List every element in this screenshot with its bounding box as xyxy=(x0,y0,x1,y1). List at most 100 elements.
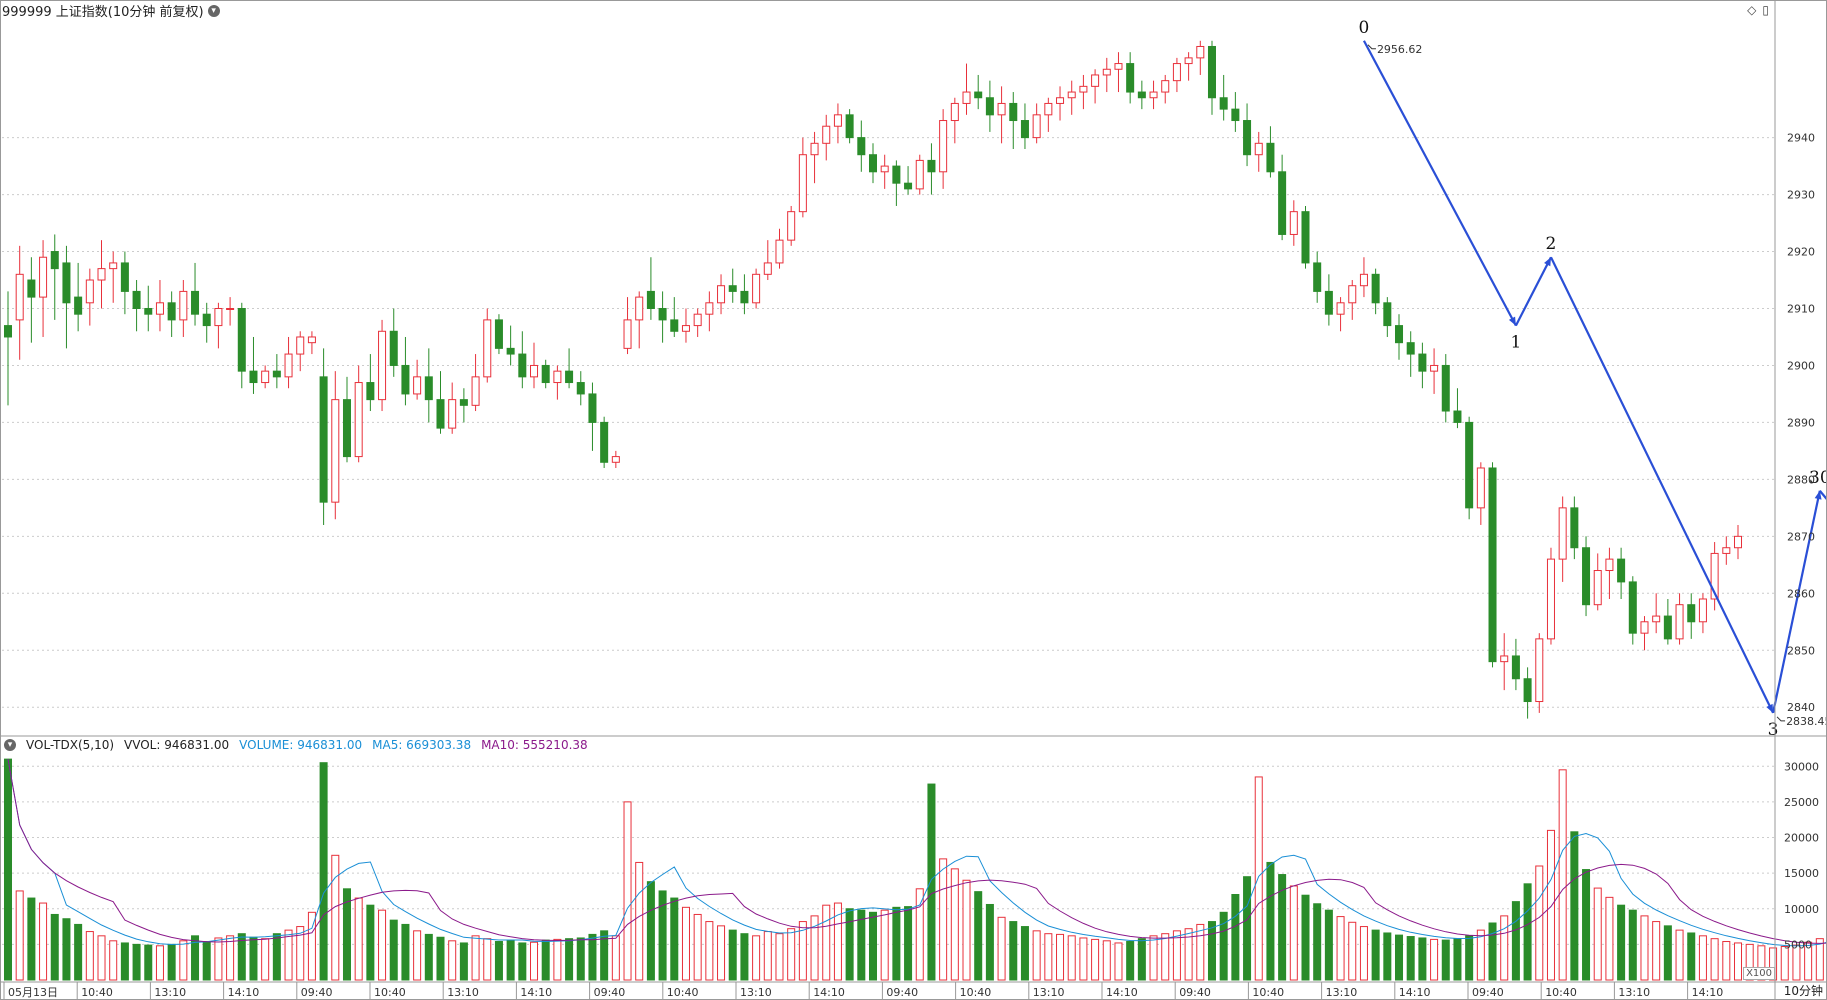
candle-body xyxy=(997,102,1006,116)
volume-bar xyxy=(868,911,878,981)
candle-body xyxy=(1207,45,1216,99)
volume-bar xyxy=(541,939,550,981)
volume-bar xyxy=(1523,883,1532,981)
volume-bar xyxy=(1056,933,1065,981)
candle-body xyxy=(413,376,422,395)
candle-body xyxy=(763,262,772,275)
candle-body xyxy=(483,319,492,378)
candle-body xyxy=(1243,120,1252,156)
volume-bar xyxy=(15,890,24,981)
time-tick-label: 10:40 xyxy=(1252,986,1284,999)
candle-body xyxy=(565,370,574,384)
candle-body xyxy=(506,347,515,355)
candle-body xyxy=(740,290,749,304)
candle-body xyxy=(296,336,305,355)
candle-body xyxy=(985,97,994,116)
time-tick-label: 13:10 xyxy=(154,986,186,999)
volume-bar xyxy=(1757,945,1766,981)
candle-body xyxy=(1278,171,1287,235)
price-annotations: 2956.62 2838.45 xyxy=(1367,43,1827,728)
candle-body xyxy=(927,159,936,173)
candle-body xyxy=(155,302,164,315)
volume-bar xyxy=(1161,933,1170,981)
volume-bar xyxy=(939,858,948,981)
volume-bar xyxy=(1324,909,1333,981)
volume-bar xyxy=(1137,938,1146,981)
candle-body xyxy=(249,370,258,384)
time-tick-label: 10:40 xyxy=(1545,986,1577,999)
candle-body xyxy=(974,91,983,99)
volume-bar xyxy=(413,930,422,981)
candle-body xyxy=(658,307,667,321)
candle-body xyxy=(939,120,948,173)
candle-body xyxy=(857,137,866,156)
wave-segment xyxy=(1514,256,1552,327)
time-tick-label: 14:10 xyxy=(1106,986,1138,999)
candle-body xyxy=(1582,547,1591,606)
volume-bar xyxy=(214,937,223,981)
candle-body xyxy=(1652,615,1661,623)
volume-indicator-name: VOL-TDX(5,10) xyxy=(26,738,115,752)
price-tick-label: 2920 xyxy=(1787,246,1815,259)
candle-body xyxy=(1523,678,1532,703)
volume-bar xyxy=(553,938,562,981)
volume-bar xyxy=(1172,930,1181,981)
price-tick-label: 2850 xyxy=(1787,644,1815,657)
volume-bar xyxy=(1652,921,1661,981)
candle-body xyxy=(810,142,819,156)
candle-body xyxy=(1020,120,1029,139)
candle-body xyxy=(1231,108,1240,122)
time-tick-label: 10:40 xyxy=(960,986,992,999)
diamond-icon[interactable]: ◇ xyxy=(1747,3,1757,17)
candle-body xyxy=(179,290,188,321)
candle-body xyxy=(530,364,539,378)
volume-value: VOLUME: 946831.00 xyxy=(239,738,363,752)
chart-title: 999999 上证指数(10分钟 前复权) xyxy=(2,5,204,20)
volume-bar xyxy=(354,897,363,981)
candle-body xyxy=(1698,598,1707,623)
volume-bar xyxy=(857,909,866,981)
candle-body xyxy=(1418,353,1427,372)
dropdown-icon[interactable]: ▾ xyxy=(207,4,220,17)
candle-body xyxy=(1687,604,1696,623)
volume-bar xyxy=(646,881,655,981)
wave-label: 30 xyxy=(1809,468,1827,488)
candle-body xyxy=(167,302,176,321)
volume-dropdown-icon[interactable]: ▾ xyxy=(4,739,16,751)
period-label[interactable]: 10分钟 xyxy=(1783,984,1823,998)
candle-body xyxy=(892,165,901,184)
volume-bar xyxy=(1628,909,1637,981)
volume-bar xyxy=(763,931,772,981)
volume-bar xyxy=(1745,943,1754,981)
time-tick-label: 09:40 xyxy=(1472,986,1504,999)
candle-body xyxy=(717,285,726,304)
candle-body xyxy=(132,290,141,309)
volume-bar xyxy=(284,929,293,981)
volume-bar xyxy=(775,933,784,981)
candle-body xyxy=(331,399,340,503)
candle-body xyxy=(705,302,714,315)
volume-bar xyxy=(810,915,819,981)
volume-bar xyxy=(1780,946,1789,981)
price-tick-label: 2900 xyxy=(1787,359,1815,372)
candle-body xyxy=(880,165,889,173)
volume-bar xyxy=(401,923,410,981)
volume-bar xyxy=(1663,925,1672,981)
time-tick-label: 14:10 xyxy=(1692,986,1724,999)
volume-bar xyxy=(1067,935,1076,981)
panel-icon[interactable]: ▯ xyxy=(1762,3,1769,17)
candle-body xyxy=(120,262,129,292)
wave-arrowhead xyxy=(1544,257,1551,267)
candle-body xyxy=(1722,547,1731,554)
candle-body xyxy=(600,421,609,463)
candle-body xyxy=(1126,63,1135,93)
volume-bar xyxy=(39,902,48,981)
candle-body xyxy=(1511,655,1520,680)
candle-body xyxy=(97,268,106,281)
volume-bar xyxy=(752,935,761,981)
candle-body xyxy=(378,330,387,401)
volume-bar xyxy=(927,783,936,981)
candle-body xyxy=(1406,342,1415,355)
candle-body xyxy=(261,370,270,384)
